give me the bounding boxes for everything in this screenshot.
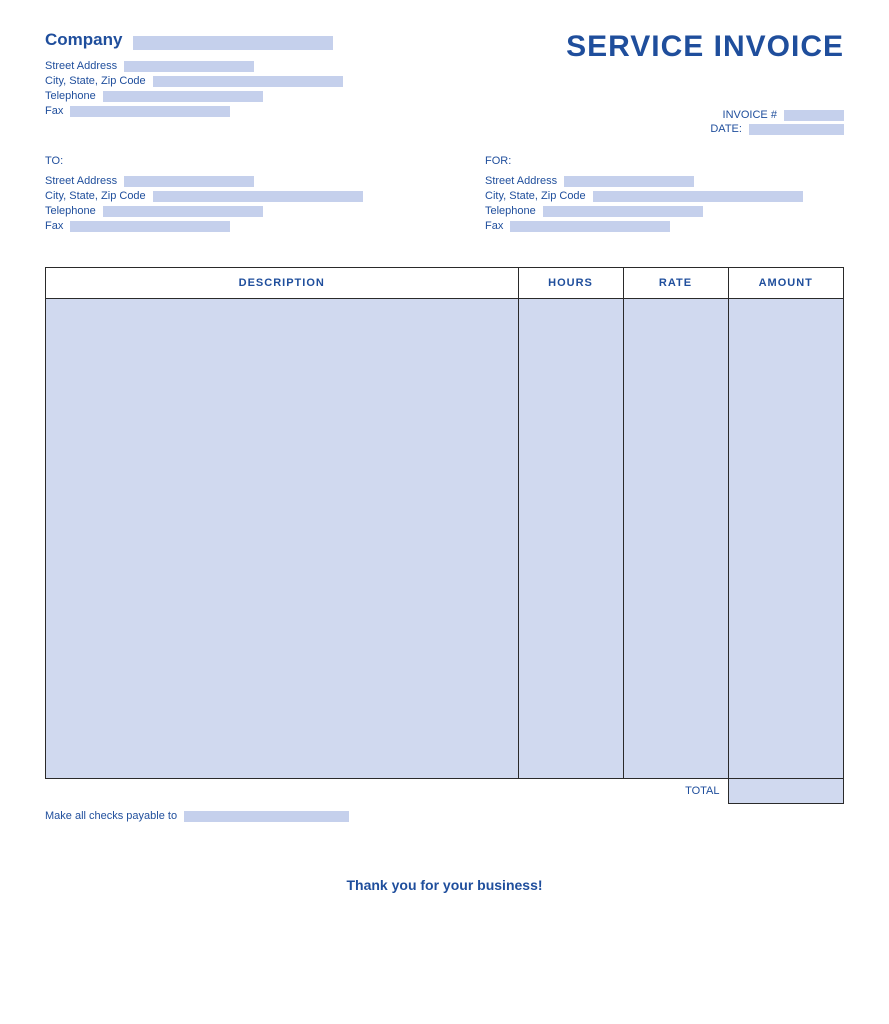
- invoice-number-label: INVOICE #: [723, 109, 777, 121]
- cell-amount[interactable]: [728, 299, 844, 779]
- company-citystatezip-label: City, State, Zip Code: [45, 75, 146, 87]
- payable-row: Make all checks payable to: [45, 810, 844, 822]
- invoice-number-row: INVOICE #: [566, 109, 844, 121]
- for-block: FOR: Street Address City, State, Zip Cod…: [485, 155, 865, 232]
- to-street-label: Street Address: [45, 175, 117, 187]
- th-amount: AMOUNT: [728, 268, 844, 299]
- line-items-table: DESCRIPTION HOURS RATE AMOUNT TOTAL: [45, 267, 844, 804]
- company-fax-label: Fax: [45, 105, 63, 117]
- for-street-label: Street Address: [485, 175, 557, 187]
- to-telephone-label: Telephone: [45, 205, 96, 217]
- for-citystatezip-input[interactable]: [593, 191, 803, 202]
- payable-input[interactable]: [184, 811, 349, 822]
- company-telephone-input[interactable]: [103, 91, 263, 102]
- company-citystatezip-input[interactable]: [153, 76, 343, 87]
- th-hours: HOURS: [518, 268, 623, 299]
- total-label: TOTAL: [46, 779, 729, 804]
- invoice-date-label: DATE:: [710, 123, 742, 135]
- for-heading: FOR:: [485, 155, 865, 167]
- invoice-date-row: DATE:: [566, 123, 844, 135]
- company-street-input[interactable]: [124, 61, 254, 72]
- invoice-number-input[interactable]: [784, 110, 844, 121]
- th-description: DESCRIPTION: [46, 268, 519, 299]
- line-items-table-wrap: DESCRIPTION HOURS RATE AMOUNT TOTAL: [45, 267, 844, 804]
- for-fax-label: Fax: [485, 220, 503, 232]
- cell-hours[interactable]: [518, 299, 623, 779]
- for-telephone-label: Telephone: [485, 205, 536, 217]
- to-fax-input[interactable]: [70, 221, 230, 232]
- company-fax-input[interactable]: [70, 106, 230, 117]
- company-block: Company Street Address City, State, Zip …: [45, 30, 566, 117]
- to-citystatezip-label: City, State, Zip Code: [45, 190, 146, 202]
- company-telephone-row: Telephone: [45, 90, 566, 102]
- invoice-title: SERVICE INVOICE: [566, 30, 844, 64]
- to-citystatezip-input[interactable]: [153, 191, 363, 202]
- for-street-input[interactable]: [564, 176, 694, 187]
- to-block: TO: Street Address City, State, Zip Code…: [45, 155, 425, 232]
- total-value[interactable]: [728, 779, 844, 804]
- to-street-input[interactable]: [124, 176, 254, 187]
- company-name-input[interactable]: [133, 36, 333, 50]
- invoice-date-input[interactable]: [749, 124, 844, 135]
- to-telephone-input[interactable]: [103, 206, 263, 217]
- company-telephone-label: Telephone: [45, 90, 96, 102]
- company-label: Company: [45, 30, 122, 50]
- company-citystatezip-row: City, State, Zip Code: [45, 75, 566, 87]
- cell-description[interactable]: [46, 299, 519, 779]
- th-rate: RATE: [623, 268, 728, 299]
- payable-label: Make all checks payable to: [45, 810, 177, 822]
- for-fax-input[interactable]: [510, 221, 670, 232]
- title-meta-block: SERVICE INVOICE INVOICE # DATE:: [566, 30, 844, 137]
- company-street-row: Street Address: [45, 60, 566, 72]
- for-telephone-input[interactable]: [543, 206, 703, 217]
- cell-rate[interactable]: [623, 299, 728, 779]
- company-fax-row: Fax: [45, 105, 566, 117]
- company-street-label: Street Address: [45, 60, 117, 72]
- to-fax-label: Fax: [45, 220, 63, 232]
- to-heading: TO:: [45, 155, 425, 167]
- for-citystatezip-label: City, State, Zip Code: [485, 190, 586, 202]
- thank-you: Thank you for your business!: [45, 877, 844, 893]
